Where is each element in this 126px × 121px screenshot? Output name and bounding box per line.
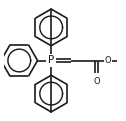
Text: P: P: [48, 56, 54, 65]
Text: O: O: [93, 77, 100, 86]
Text: O: O: [105, 56, 111, 65]
